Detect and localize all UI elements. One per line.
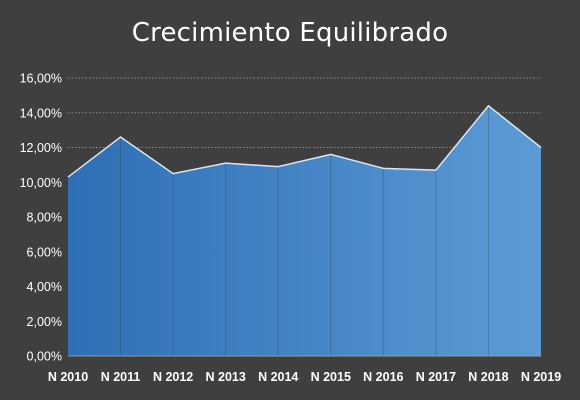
y-tick-label: 16,00% bbox=[20, 72, 62, 86]
x-tick-label: N 2019 bbox=[521, 370, 561, 384]
x-tick-label: N 2014 bbox=[258, 370, 298, 384]
x-tick-label: N 2018 bbox=[468, 370, 508, 384]
x-tick-label: N 2013 bbox=[206, 370, 246, 384]
area-fill bbox=[68, 105, 541, 356]
x-tick-label: N 2012 bbox=[153, 370, 193, 384]
series-line bbox=[67, 104, 542, 178]
y-tick-label: 12,00% bbox=[20, 141, 62, 155]
x-tick-label: N 2011 bbox=[101, 370, 141, 384]
y-tick-label: 4,00% bbox=[27, 280, 62, 294]
x-tick-label: N 2010 bbox=[48, 370, 88, 384]
y-tick-label: 2,00% bbox=[27, 315, 62, 329]
y-tick-label: 6,00% bbox=[27, 245, 62, 259]
x-tick-label: N 2016 bbox=[363, 370, 403, 384]
y-tick-label: 8,00% bbox=[27, 211, 62, 225]
y-tick-label: 14,00% bbox=[20, 106, 62, 120]
x-tick-label: N 2015 bbox=[311, 370, 351, 384]
y-tick-label: 10,00% bbox=[20, 176, 62, 190]
chart-title: Crecimiento Equilibrado bbox=[131, 18, 449, 48]
x-tick-label: N 2017 bbox=[416, 370, 456, 384]
y-tick-label: 0,00% bbox=[27, 350, 62, 364]
